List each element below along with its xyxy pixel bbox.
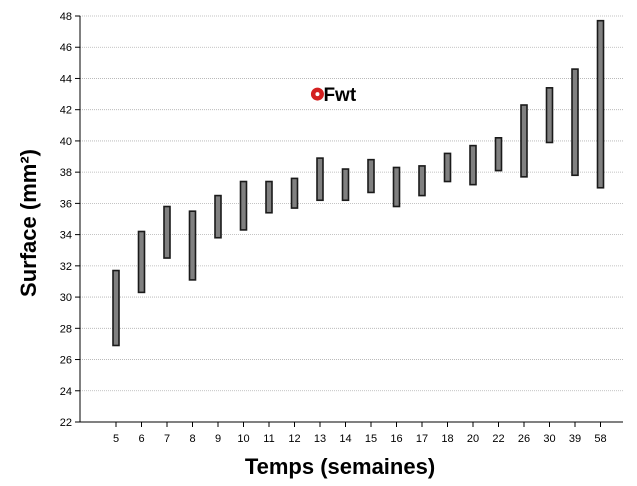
y-tick-label: 32 bbox=[60, 261, 72, 273]
range-bar bbox=[367, 158, 375, 194]
x-tick-label: 14 bbox=[339, 433, 351, 445]
x-tick-label: 39 bbox=[569, 433, 581, 445]
y-tick-label: 38 bbox=[60, 167, 72, 179]
x-tick-label: 8 bbox=[189, 433, 195, 445]
range-bar bbox=[494, 137, 503, 172]
range-bar bbox=[188, 210, 197, 281]
x-tick-label: 12 bbox=[288, 433, 300, 445]
x-tick-label: 11 bbox=[263, 433, 274, 445]
y-tick-label: 24 bbox=[60, 386, 72, 398]
range-bar bbox=[112, 269, 120, 347]
x-tick-label: 26 bbox=[518, 433, 530, 445]
y-tick-label: 44 bbox=[60, 73, 72, 85]
y-tick-label: 22 bbox=[60, 417, 72, 429]
x-tick-label: 6 bbox=[138, 433, 144, 445]
y-tick-label: 40 bbox=[60, 136, 72, 148]
range-bar bbox=[545, 87, 554, 144]
range-bar bbox=[239, 180, 248, 231]
fwt-label: Fwt bbox=[323, 85, 356, 106]
range-bar bbox=[265, 180, 273, 214]
annotation: Fwt bbox=[310, 85, 357, 106]
x-tick-label: 5 bbox=[113, 433, 119, 445]
gridlines bbox=[80, 15, 623, 392]
range-bar bbox=[418, 165, 426, 197]
range-bar bbox=[214, 194, 222, 239]
x-tick-label: 20 bbox=[467, 433, 479, 445]
x-tick-label: 58 bbox=[594, 433, 606, 445]
range-bar bbox=[571, 68, 579, 177]
x-tick-label: 30 bbox=[543, 433, 555, 445]
y-tick-labels: 22 24 26 28 30 32 34 36 38 40 42 44 46 48 bbox=[60, 11, 80, 429]
x-tick-label: 17 bbox=[416, 433, 428, 445]
y-axis-title: Surface (mm²) bbox=[16, 149, 41, 297]
range-bar bbox=[316, 157, 324, 202]
fwt-marker-center bbox=[315, 92, 320, 97]
range-bar bbox=[163, 205, 171, 259]
y-tick-label: 42 bbox=[60, 105, 72, 117]
range-bar bbox=[469, 144, 477, 186]
x-axis-title: Temps (semaines) bbox=[245, 454, 435, 479]
range-bar bbox=[137, 230, 146, 294]
range-bar bbox=[290, 177, 299, 209]
x-tick-labels: 5 6 7 8 9 10 11 12 13 14 15 16 17 18 20 22 26 30 39 58 bbox=[113, 422, 607, 445]
y-tick-label: 34 bbox=[60, 230, 72, 242]
x-tick-label: 9 bbox=[215, 433, 221, 445]
axes bbox=[79, 16, 623, 423]
x-tick-label: 18 bbox=[441, 433, 453, 445]
range-bar bbox=[520, 104, 528, 178]
y-tick-label: 28 bbox=[60, 323, 72, 335]
range-bar bbox=[341, 168, 350, 202]
range-bar bbox=[443, 152, 452, 183]
range-bar bbox=[596, 19, 605, 189]
x-tick-label: 10 bbox=[237, 433, 249, 445]
x-tick-label: 22 bbox=[492, 433, 504, 445]
x-tick-label: 16 bbox=[390, 433, 402, 445]
x-tick-label: 7 bbox=[164, 433, 170, 445]
y-tick-label: 36 bbox=[60, 198, 72, 210]
y-tick-label: 46 bbox=[60, 42, 72, 54]
range-bar bbox=[392, 166, 401, 208]
y-tick-label: 26 bbox=[60, 355, 72, 367]
range-bars bbox=[112, 19, 605, 347]
x-tick-label: 13 bbox=[314, 433, 326, 445]
y-tick-label: 48 bbox=[60, 11, 72, 23]
y-tick-label: 30 bbox=[60, 292, 72, 304]
x-tick-label: 15 bbox=[365, 433, 377, 445]
